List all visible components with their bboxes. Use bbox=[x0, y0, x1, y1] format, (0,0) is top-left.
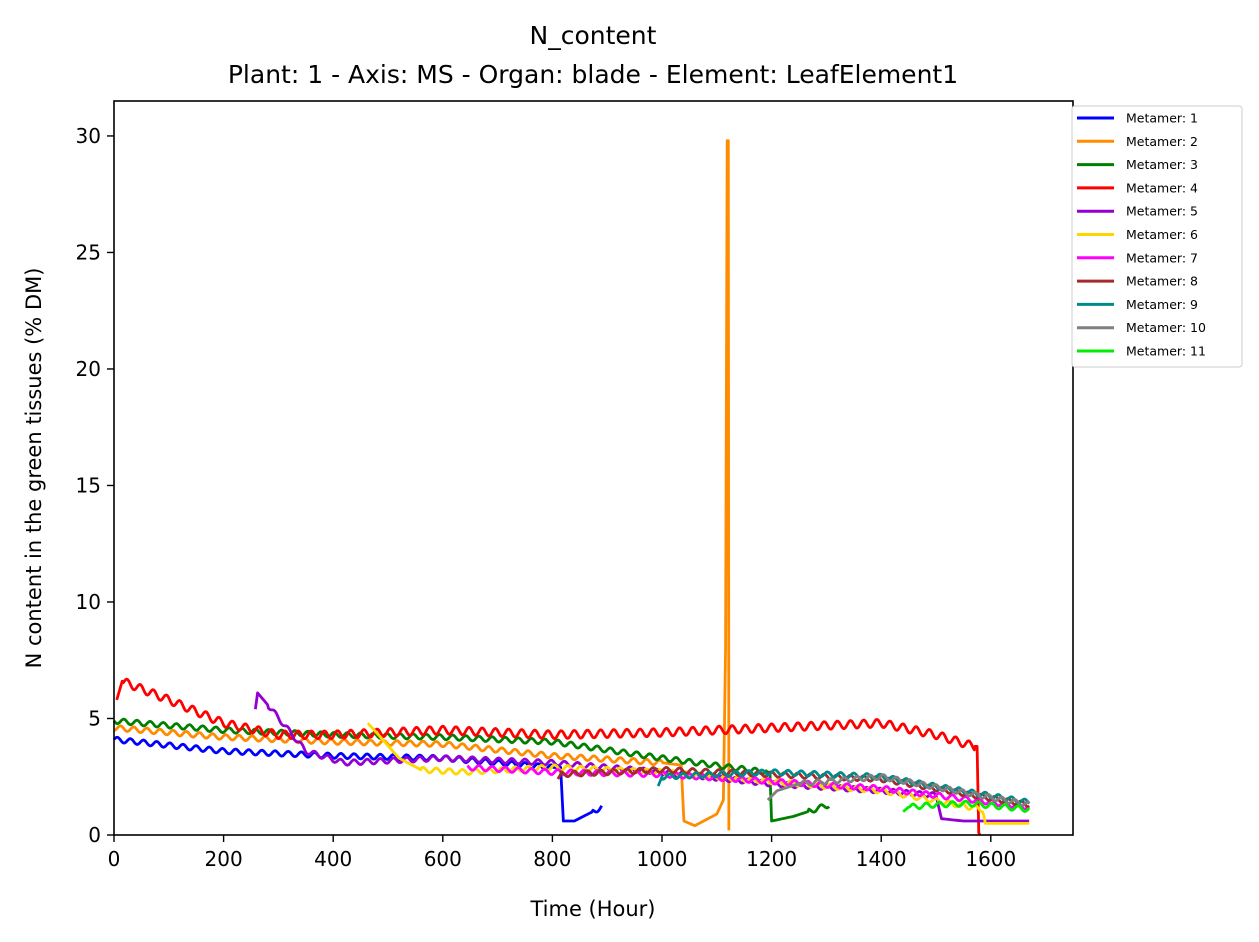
legend-label-metamer-3: Metamer: 3 bbox=[1126, 157, 1198, 172]
x-tick-label: 800 bbox=[533, 847, 571, 871]
y-tick-label: 15 bbox=[76, 473, 101, 497]
legend-label-metamer-8: Metamer: 8 bbox=[1126, 274, 1198, 289]
legend-label-metamer-5: Metamer: 5 bbox=[1126, 204, 1198, 219]
x-tick-label: 400 bbox=[314, 847, 352, 871]
legend-label-metamer-11: Metamer: 11 bbox=[1126, 344, 1206, 359]
legend: Metamer: 1 Metamer: 2 Metamer: 3 Metamer: 4… bbox=[1071, 105, 1243, 368]
x-tick-label: 1600 bbox=[965, 847, 1016, 871]
chart-subtitle: Plant: 1 - Axis: MS - Organ: blade - Ele… bbox=[228, 60, 958, 89]
y-tick-label: 30 bbox=[76, 124, 101, 148]
legend-label-metamer-2: Metamer: 2 bbox=[1126, 134, 1198, 149]
series-line-metamer-10 bbox=[766, 773, 1031, 808]
series-line-metamer-2 bbox=[113, 139, 731, 831]
x-tick-label: 600 bbox=[424, 847, 462, 871]
y-tick-label: 25 bbox=[76, 240, 101, 264]
legend-label-metamer-1: Metamer: 1 bbox=[1126, 111, 1198, 126]
series-lines bbox=[112, 139, 1031, 836]
x-tick-label: 200 bbox=[205, 847, 243, 871]
legend-label-metamer-9: Metamer: 9 bbox=[1126, 297, 1198, 312]
x-tick-label: 1000 bbox=[637, 847, 688, 871]
legend-label-metamer-6: Metamer: 6 bbox=[1126, 227, 1198, 242]
y-tick-label: 20 bbox=[76, 357, 101, 381]
chart-title: N_content bbox=[530, 21, 657, 50]
axis-ticks: 0 200 400 600 800 1000 1200 1400 1600 0 5 10 15 20 25 3… bbox=[76, 124, 1017, 871]
x-tick-label: 1200 bbox=[746, 847, 797, 871]
x-tick-label: 1400 bbox=[856, 847, 907, 871]
x-axis-label: Time (Hour) bbox=[529, 897, 655, 921]
legend-label-metamer-10: Metamer: 10 bbox=[1126, 320, 1206, 335]
series-line-metamer-1 bbox=[112, 735, 603, 823]
series-line-metamer-4 bbox=[115, 677, 982, 836]
series-line-metamer-11 bbox=[902, 799, 1031, 813]
plot-frame bbox=[113, 100, 1074, 836]
y-axis-label: N content in the green tissues (% DM) bbox=[22, 268, 46, 669]
x-tick-label: 0 bbox=[108, 847, 121, 871]
legend-label-metamer-4: Metamer: 4 bbox=[1126, 180, 1198, 195]
series-line-metamer-3 bbox=[112, 717, 831, 823]
legend-label-metamer-7: Metamer: 7 bbox=[1126, 250, 1198, 265]
legend-box bbox=[1071, 105, 1243, 368]
y-tick-label: 0 bbox=[88, 823, 101, 847]
y-tick-label: 5 bbox=[88, 706, 101, 730]
y-tick-label: 10 bbox=[76, 590, 101, 614]
series-line-metamer-8 bbox=[556, 765, 1030, 809]
